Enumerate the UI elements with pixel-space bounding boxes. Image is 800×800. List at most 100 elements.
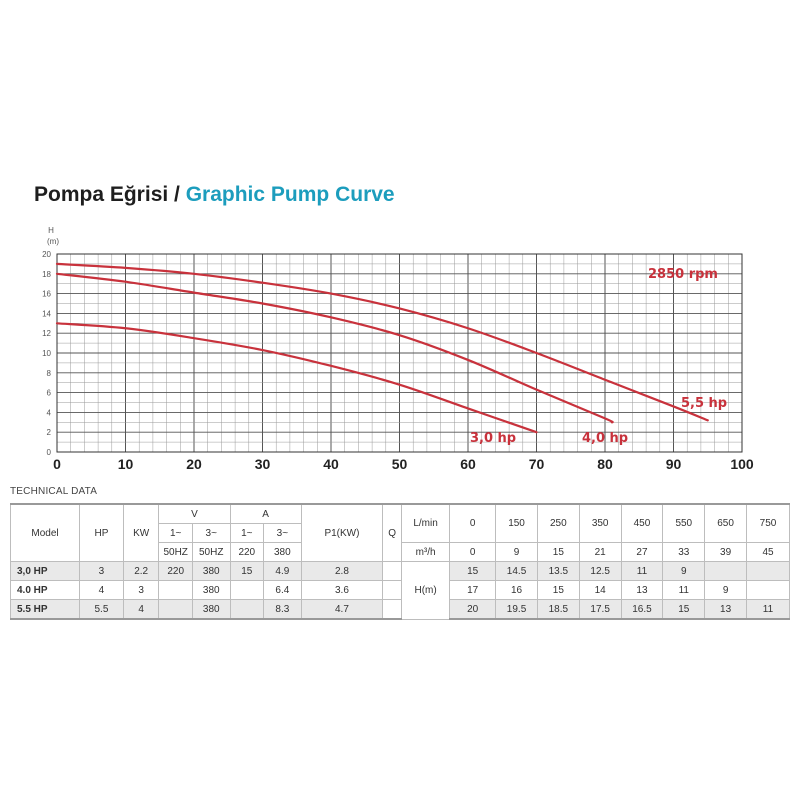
header-a-three: 3~ [263,523,302,543]
rpm-annotation: 2850 rpm [648,267,718,282]
row-h-cell: 18.5 [536,599,580,620]
table-header-row-3: 50HZ 50HZ 220 380 m³/h 0 9 15 21 27 33 3… [11,542,790,562]
series-lines [55,262,709,434]
title-english: Graphic Pump Curve [185,183,395,206]
header-kw: KW [122,503,160,562]
lmin-cell: 0 [449,503,497,543]
header-a3-volt: 380 [263,542,302,562]
row-v3: 380 [191,599,231,620]
lmin-cell: 750 [746,503,790,543]
header-v1-hz: 50HZ [158,542,193,562]
x-tick-label: 20 [186,456,202,472]
series-line-5-5-hp [55,262,709,422]
row-h-cell: 15 [662,599,706,620]
row-h-cell: 13.5 [536,561,580,581]
y-tick-label: 4 [47,408,52,417]
row-v1 [158,599,193,620]
header-ampere: A [229,503,302,524]
row-q-spacer [382,580,403,600]
chart-title: Pompa Eğrisi / Graphic Pump Curve [34,183,395,207]
m3h-cell: 0 [449,542,497,562]
row-h-cell: 11 [620,561,664,581]
row-h-cell: 16.5 [620,599,664,620]
row-h-cell: 16 [495,580,538,600]
m3h-cell: 9 [495,542,538,562]
m3h-cell: 21 [578,542,622,562]
row-h-cell [746,561,790,581]
row-a1: 15 [229,561,265,581]
x-tick-label: 90 [666,456,682,472]
x-tick-label: 80 [597,456,613,472]
chart-grid [56,253,743,453]
x-tick-label: 40 [323,456,339,472]
lmin-cell: 650 [704,503,747,543]
row-h-cell: 15 [536,580,580,600]
row-a1 [229,599,265,620]
series-line-4-0-hp [55,272,614,424]
x-tick-label: 70 [529,456,545,472]
row-v1 [158,580,193,600]
row-h-cell: 14 [578,580,622,600]
y-tick-labels: 0 2 4 6 8 10 12 14 16 18 20 [42,250,51,457]
series-label-3-0hp: 3,0 hp [470,431,516,446]
row-a3: 4.9 [263,561,302,581]
header-v3-hz: 50HZ [191,542,231,562]
series-label-4-0hp: 4,0 hp [582,431,628,446]
row-h-cell: 13 [620,580,664,600]
row-h-cell: 19.5 [495,599,538,620]
row-h-cell: 17 [449,580,497,600]
row-h-cell: 17.5 [578,599,622,620]
row-p1: 4.7 [300,599,384,620]
y-tick-label: 0 [47,448,52,457]
y-tick-label: 14 [42,309,51,318]
row-a3: 6.4 [263,580,302,600]
y-tick-label: 10 [42,349,51,358]
row-h-cell [704,561,747,581]
header-m3h: m³/h [401,542,451,562]
header-p1: P1(KW) [300,503,384,562]
lmin-cell: 250 [536,503,580,543]
header-hm: H(m) [401,561,451,620]
y-tick-label: 8 [47,369,52,378]
row-h-cell: 13 [704,599,747,620]
y-tick-label: 2 [47,428,52,437]
y-tick-label: 20 [42,250,51,259]
header-model: Model [10,503,80,562]
x-tick-label: 30 [255,456,271,472]
row-q-spacer [382,599,403,620]
row-q-spacer [382,561,403,581]
m3h-cell: 15 [536,542,580,562]
plot-frame [56,253,743,453]
row-h-cell: 12.5 [578,561,622,581]
row-h-cell [746,580,790,600]
y-axis-label: H [48,226,54,235]
row-hp: 3 [79,561,124,581]
m3h-cell: 45 [746,542,790,562]
row-h-cell: 9 [704,580,747,600]
row-h-cell: 20 [449,599,497,620]
row-h-cell: 11 [746,599,790,620]
row-kw: 3 [122,580,160,600]
lmin-cell: 150 [495,503,538,543]
lmin-cell: 350 [578,503,622,543]
row-v1: 220 [158,561,193,581]
y-tick-label: 16 [42,290,51,299]
x-tick-label: 0 [53,456,61,472]
row-v3: 380 [191,561,231,581]
row-p1: 3.6 [300,580,384,600]
technical-data-label: TECHNICAL DATA [10,486,98,497]
x-tick-label: 50 [392,456,408,472]
header-q: Q [382,503,403,562]
row-a1 [229,580,265,600]
table-header-row-2: 1~ 3~ 1~ 3~ [11,523,790,543]
m3h-cell: 39 [704,542,747,562]
lmin-cell: 550 [662,503,706,543]
y-tick-label: 18 [42,270,51,279]
row-hp: 4 [79,580,124,600]
row-h-cell: 11 [662,580,706,600]
row-v3: 380 [191,580,231,600]
row-model: 3,0 HP [10,561,80,581]
row-h-cell: 14.5 [495,561,538,581]
x-tick-label: 10 [118,456,134,472]
row-h-cell: 9 [662,561,706,581]
